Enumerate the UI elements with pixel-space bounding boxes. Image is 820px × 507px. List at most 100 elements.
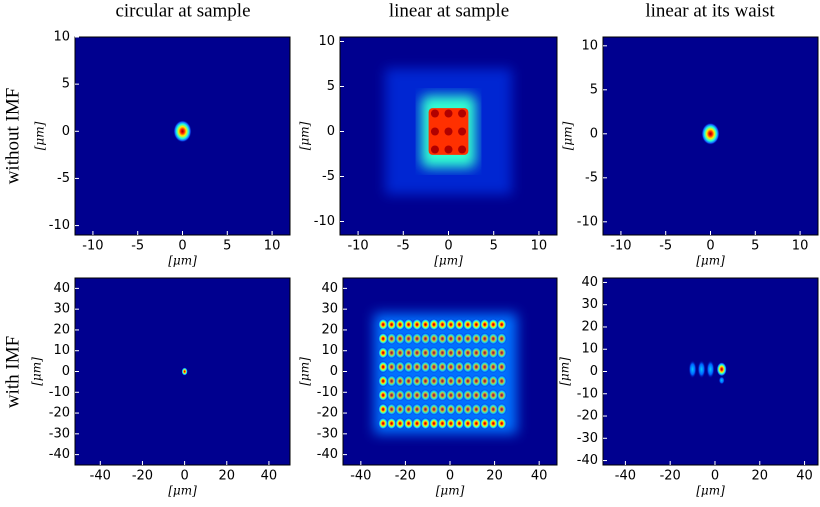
beam-lobe	[471, 403, 482, 416]
x-tick-label: 20	[486, 469, 503, 484]
beam-lobe	[428, 403, 439, 416]
x-tick-label: 10	[264, 239, 281, 254]
x-axis-label: [μm]	[436, 484, 465, 498]
y-tick-label: -20	[317, 406, 338, 421]
beam-lobe	[403, 346, 414, 359]
y-tick-label: 10	[581, 38, 598, 53]
beam-lobe	[488, 360, 499, 373]
beam-lobe	[458, 145, 467, 154]
beam-lobe	[706, 360, 715, 379]
y-tick-label: -20	[49, 406, 70, 421]
y-tick-label: 40	[53, 281, 70, 296]
y-tick-label: 5	[62, 77, 70, 92]
y-tick-label: -40	[49, 447, 70, 462]
beam-lobe	[386, 417, 397, 430]
beam-lobe	[437, 360, 448, 373]
x-tick-label: 40	[796, 469, 813, 484]
beam-lobe	[454, 318, 465, 331]
beam-spot	[181, 367, 188, 376]
beam-lobe	[395, 375, 406, 388]
x-tick-label: -40	[350, 469, 371, 484]
beam-lobe	[496, 318, 507, 331]
beam-lobe	[386, 389, 397, 402]
beam-lobe	[471, 346, 482, 359]
y-tick-label: 20	[53, 322, 70, 337]
x-tick-label: 40	[261, 469, 278, 484]
y-tick-label: 10	[318, 34, 335, 49]
x-tick-label: 20	[218, 469, 235, 484]
beam-lobe	[496, 332, 507, 345]
y-tick-label: -5	[585, 170, 598, 185]
beam-lobe	[458, 127, 467, 136]
beam-lobe	[428, 360, 439, 373]
x-tick-label: -5	[131, 239, 144, 254]
column-title: circular at sample	[115, 0, 250, 21]
beam-lobe	[496, 375, 507, 388]
x-tick-label: -40	[90, 469, 111, 484]
x-axis-label: [μm]	[434, 254, 463, 268]
x-tick-label: -20	[132, 469, 153, 484]
beam-lobe	[479, 403, 490, 416]
heatmap	[603, 37, 818, 235]
y-tick-label: -10	[577, 214, 598, 229]
beam-lobe	[488, 332, 499, 345]
x-tick-label: 0	[180, 469, 188, 484]
y-tick-label: -10	[577, 386, 598, 401]
beam-lobe	[454, 403, 465, 416]
beam-lobe	[437, 332, 448, 345]
beam-lobe	[412, 360, 423, 373]
beam-lobe	[437, 417, 448, 430]
beam-lobe	[437, 389, 448, 402]
beam-lobe	[428, 417, 439, 430]
x-tick-label: -10	[82, 239, 103, 254]
beam-lobe	[488, 403, 499, 416]
beam-lobe	[412, 375, 423, 388]
y-tick-label: 10	[53, 30, 70, 45]
beam-spot	[173, 120, 192, 143]
beam-lobe	[412, 403, 423, 416]
beam-lobe	[386, 375, 397, 388]
beam-lobe	[471, 417, 482, 430]
beam-spot	[701, 122, 720, 145]
beam-lobe	[462, 346, 473, 359]
x-tick-label: -10	[610, 239, 631, 254]
beam-lobe	[378, 346, 389, 359]
y-tick-label: 20	[581, 319, 598, 334]
beam-lobe	[403, 417, 414, 430]
beam-lobe	[395, 360, 406, 373]
beam-lobe	[462, 332, 473, 345]
beam-lobe	[403, 318, 414, 331]
beam-lobe	[412, 417, 423, 430]
y-tick-label: 30	[321, 302, 338, 317]
beam-lobe	[479, 332, 490, 345]
x-tick-label: 20	[751, 469, 768, 484]
beam-lobe	[444, 127, 453, 136]
beam-lobe	[488, 389, 499, 402]
x-tick-label: 40	[531, 469, 548, 484]
beam-lobe	[462, 375, 473, 388]
beam-lobe	[458, 109, 467, 118]
x-tick-label: 0	[178, 239, 186, 254]
y-tick-label: 10	[321, 343, 338, 358]
y-tick-label: -10	[49, 218, 70, 233]
beam-lobe	[420, 389, 431, 402]
beam-lobe	[718, 376, 725, 385]
y-tick-label: 0	[327, 124, 335, 139]
beam-lobe	[428, 389, 439, 402]
x-tick-label: -20	[395, 469, 416, 484]
beam-lobe	[403, 375, 414, 388]
x-tick-label: 0	[706, 239, 714, 254]
y-tick-label: 40	[581, 275, 598, 290]
beam-lobe	[488, 417, 499, 430]
y-axis-label: [μm]	[30, 357, 44, 386]
y-tick-label: 0	[62, 124, 70, 139]
beam-lobe	[395, 403, 406, 416]
y-tick-label: 30	[53, 302, 70, 317]
y-tick-label: 5	[327, 79, 335, 94]
x-tick-label: 0	[444, 239, 452, 254]
x-tick-label: -5	[397, 239, 410, 254]
beam-lobe	[445, 403, 456, 416]
beam-lobe	[462, 417, 473, 430]
beam-lobe	[697, 360, 706, 379]
x-tick-label: 5	[223, 239, 231, 254]
